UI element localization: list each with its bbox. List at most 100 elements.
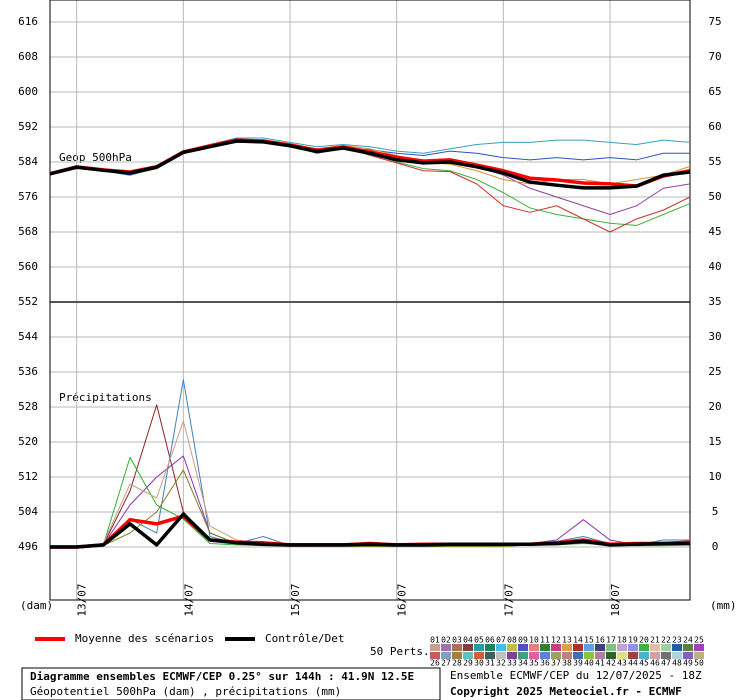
- y2-tick-label: 55: [708, 155, 721, 168]
- member-label: 30: [474, 659, 484, 668]
- member-swatch: [452, 652, 462, 659]
- y-tick-label: 600: [18, 85, 38, 98]
- member-label: 44: [628, 659, 638, 668]
- y2-tick-label: 60: [708, 120, 721, 133]
- y2-tick-label: 50: [708, 190, 721, 203]
- member-label: 45: [639, 659, 649, 668]
- member-label: 19: [628, 636, 638, 645]
- y-tick-label: 520: [18, 435, 38, 448]
- member-label: 36: [540, 659, 550, 668]
- member-swatch: [639, 644, 649, 651]
- y-tick-label: 544: [18, 330, 38, 343]
- member-label: 39: [573, 659, 583, 668]
- member-label: 42: [606, 659, 616, 668]
- member-swatch: [430, 652, 440, 659]
- y2-tick-label: 65: [708, 85, 721, 98]
- member-label: 40: [584, 659, 594, 668]
- member-label: 41: [595, 659, 605, 668]
- member-swatch: [628, 644, 638, 651]
- member-swatch: [694, 652, 704, 659]
- y-tick-label: 536: [18, 365, 38, 378]
- member-label: 07: [496, 636, 506, 645]
- member-label: 11: [540, 636, 550, 645]
- member-swatch: [540, 644, 550, 651]
- member-label: 43: [617, 659, 627, 668]
- y2-tick-label: 40: [708, 260, 721, 273]
- member-label: 17: [606, 636, 616, 645]
- y2-tick-label: 25: [708, 365, 721, 378]
- member-swatch: [639, 652, 649, 659]
- member-label: 34: [518, 659, 528, 668]
- member-line: [50, 455, 690, 548]
- member-swatch: [430, 644, 440, 651]
- y2-tick-label: 20: [708, 400, 721, 413]
- member-label: 16: [595, 636, 605, 645]
- y-tick-label: 576: [18, 190, 38, 203]
- members-label: 50 Perts.: [370, 645, 430, 658]
- y-tick-label: 552: [18, 295, 38, 308]
- member-swatch: [485, 652, 495, 659]
- y-axis-label: (dam): [20, 599, 53, 612]
- member-label: 18: [617, 636, 627, 645]
- member-swatch: [683, 644, 693, 651]
- member-label: 22: [661, 636, 671, 645]
- y2-tick-label: 15: [708, 435, 721, 448]
- member-label: 23: [672, 636, 682, 645]
- member-swatch: [463, 652, 473, 659]
- member-line: [50, 456, 691, 548]
- member-label: 02: [441, 636, 451, 645]
- plot-frame: [49, 0, 691, 601]
- member-swatch: [441, 644, 451, 651]
- y-tick-label: 592: [18, 120, 38, 133]
- y-tick-label: 584: [18, 155, 38, 168]
- footer-box: [21, 667, 441, 700]
- member-swatch: [540, 652, 550, 659]
- y-tick-label: 608: [18, 50, 38, 63]
- member-swatch: [595, 644, 605, 651]
- member-label: 46: [650, 659, 660, 668]
- member-label: 35: [529, 659, 539, 668]
- member-swatch: [573, 644, 583, 651]
- member-swatch: [672, 644, 682, 651]
- y-tick-label: 504: [18, 505, 38, 518]
- member-swatch: [650, 644, 660, 651]
- member-label: 37: [551, 659, 561, 668]
- member-swatch: [452, 644, 462, 651]
- member-swatch: [617, 652, 627, 659]
- main-line: [49, 139, 691, 190]
- member-swatch: [474, 652, 484, 659]
- main-line: [50, 512, 690, 549]
- member-label: 32: [496, 659, 506, 668]
- member-label: 33: [507, 659, 517, 668]
- legend-label: Moyenne des scénarios: [75, 632, 214, 645]
- member-label: 04: [463, 636, 473, 645]
- member-swatch: [584, 652, 594, 659]
- y2-tick-label: 35: [708, 295, 721, 308]
- y2-tick-label: 30: [708, 330, 721, 343]
- y2-tick-label: 5: [712, 505, 719, 518]
- member-swatch: [474, 644, 484, 651]
- member-swatch: [694, 644, 704, 651]
- member-swatch: [507, 652, 517, 659]
- y2-tick-label: 10: [708, 470, 721, 483]
- member-label: 31: [485, 659, 495, 668]
- member-label: 26: [430, 659, 440, 668]
- y2-tick-label: 45: [708, 225, 721, 238]
- member-label: 25: [694, 636, 704, 645]
- member-label: 01: [430, 636, 440, 645]
- member-label: 21: [650, 636, 660, 645]
- member-swatch: [672, 652, 682, 659]
- member-label: 50: [694, 659, 704, 668]
- member-label: 12: [551, 636, 561, 645]
- y2-tick-label: 0: [712, 540, 719, 553]
- member-swatch: [463, 644, 473, 651]
- member-swatch: [551, 644, 561, 651]
- member-swatch: [628, 652, 638, 659]
- member-label: 29: [463, 659, 473, 668]
- member-swatch: [496, 644, 506, 651]
- member-swatch: [606, 644, 616, 651]
- member-swatch: [617, 644, 627, 651]
- member-label: 47: [661, 659, 671, 668]
- member-label: 10: [529, 636, 539, 645]
- member-label: 27: [441, 659, 451, 668]
